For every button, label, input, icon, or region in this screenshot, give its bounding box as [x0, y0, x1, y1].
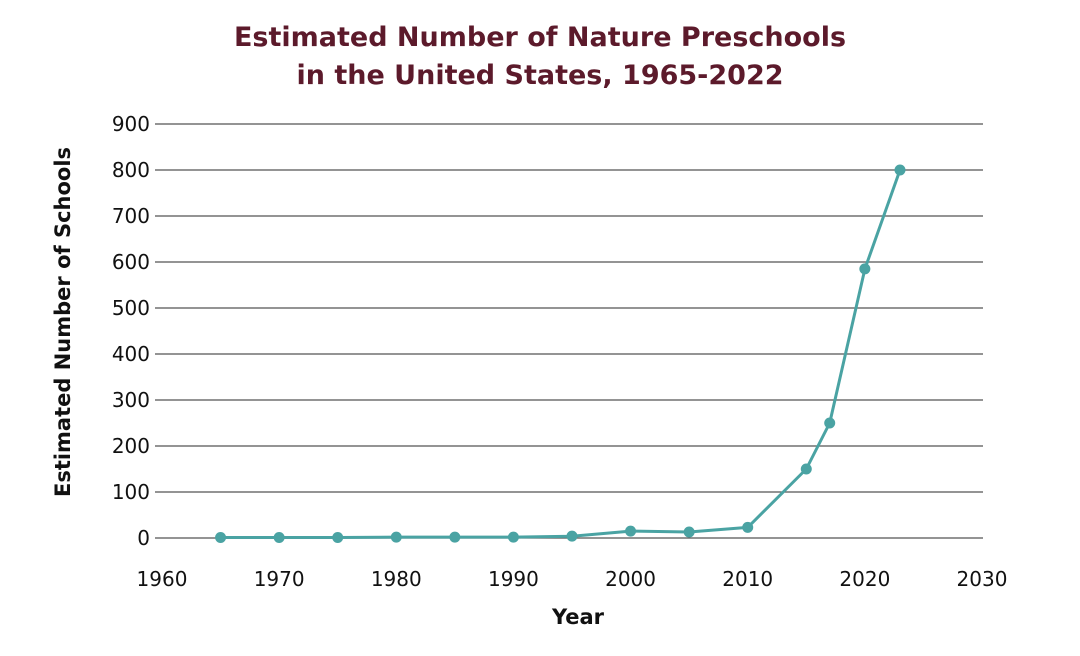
data-point-2000: [625, 525, 637, 537]
y-tick-label-300: 300: [112, 388, 150, 412]
data-point-2023: [894, 164, 906, 176]
x-tick-labels: 1960 1970 1980 1990 2000 2010 2020 2030: [137, 567, 1008, 591]
y-tick-label-800: 800: [112, 158, 150, 182]
data-point-1965: [215, 532, 227, 544]
chart-title-line-1: Estimated Number of Nature Preschools: [233, 22, 847, 53]
x-tick-label-2020: 2020: [839, 567, 890, 591]
x-tick-label-1980: 1980: [371, 567, 422, 591]
y-tick-label-900: 900: [112, 112, 150, 136]
data-point-2017: [824, 417, 836, 429]
y-tick-label-500: 500: [112, 296, 150, 320]
chart-title-line-2: in the United States, 1965-2022: [296, 60, 784, 91]
y-tick-label-600: 600: [112, 250, 150, 274]
data-point-1995: [566, 530, 578, 542]
y-tick-label-100: 100: [112, 480, 150, 504]
x-tick-label-2010: 2010: [722, 567, 773, 591]
data-point-1980: [390, 531, 402, 543]
data-point-1970: [273, 532, 285, 544]
y-tick-label-400: 400: [112, 342, 150, 366]
x-axis-label: Year: [551, 605, 605, 629]
y-tick-label-200: 200: [112, 434, 150, 458]
x-tick-label-2000: 2000: [605, 567, 656, 591]
y-tick-labels: 0 100 200 300 400 500 600 700 800 900: [112, 112, 150, 550]
grid-lines: [155, 123, 983, 539]
x-tick-label-2030: 2030: [957, 567, 1008, 591]
y-tick-label-0: 0: [137, 526, 150, 550]
data-point-1990: [507, 531, 519, 543]
data-point-2020: [859, 263, 871, 275]
x-tick-label-1960: 1960: [137, 567, 188, 591]
data-point-2005: [683, 526, 695, 538]
data-point-1975: [332, 532, 344, 544]
data-point-1985: [449, 531, 461, 543]
y-tick-label-700: 700: [112, 204, 150, 228]
x-tick-label-1970: 1970: [254, 567, 305, 591]
series-line-0: [220, 169, 902, 539]
series-layer: [215, 164, 906, 544]
y-axis-label: Estimated Number of Schools: [51, 147, 75, 497]
data-point-2010: [742, 521, 754, 533]
x-tick-label-1990: 1990: [488, 567, 539, 591]
data-point-2015: [800, 463, 812, 475]
